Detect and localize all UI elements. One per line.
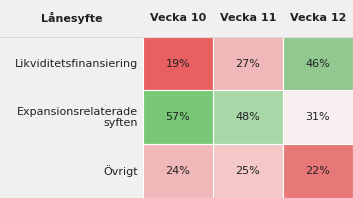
Text: Lånesyfte: Lånesyfte: [41, 12, 102, 24]
Bar: [283, 90, 353, 144]
Text: 31%: 31%: [306, 112, 330, 122]
Text: 25%: 25%: [235, 166, 261, 176]
Bar: [213, 90, 283, 144]
Bar: [143, 37, 213, 90]
Text: 46%: 46%: [306, 59, 330, 69]
Text: 48%: 48%: [235, 112, 261, 122]
Bar: [283, 144, 353, 198]
Text: Övrigt: Övrigt: [103, 165, 138, 177]
Text: 19%: 19%: [166, 59, 190, 69]
Text: Vecka 10: Vecka 10: [150, 13, 206, 23]
Text: Likviditetsfinansiering: Likviditetsfinansiering: [14, 59, 138, 69]
Bar: [213, 144, 283, 198]
Text: 57%: 57%: [166, 112, 190, 122]
Bar: [213, 37, 283, 90]
Bar: [143, 144, 213, 198]
Text: Vecka 11: Vecka 11: [220, 13, 276, 23]
Text: 24%: 24%: [166, 166, 190, 176]
Bar: [283, 37, 353, 90]
Text: 27%: 27%: [235, 59, 261, 69]
Text: Expansionsrelaterade
syften: Expansionsrelaterade syften: [17, 107, 138, 128]
Text: Vecka 12: Vecka 12: [290, 13, 346, 23]
Bar: [143, 90, 213, 144]
Text: 22%: 22%: [306, 166, 330, 176]
